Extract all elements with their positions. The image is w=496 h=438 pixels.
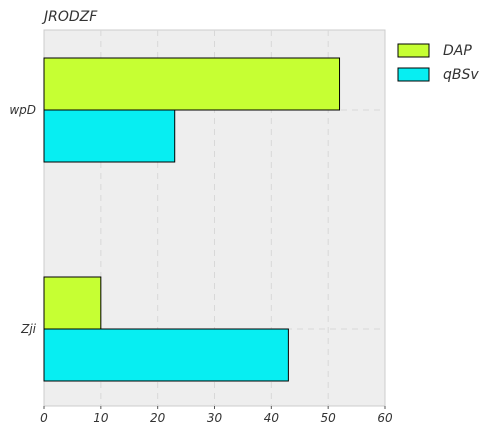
bar-qBSv-Zji xyxy=(43,328,289,382)
x-tick-label: 10 xyxy=(93,411,109,425)
x-tick-label: 20 xyxy=(150,411,166,425)
x-tick-label: 40 xyxy=(264,411,280,425)
legend: DAP qBSv xyxy=(397,43,479,83)
bar-DAP-Zji xyxy=(43,276,102,330)
x-tick-label: 50 xyxy=(321,411,337,425)
bar-qBSv-wpD xyxy=(43,109,176,163)
legend-swatch-qBSv xyxy=(397,67,430,82)
axes: 0 10 20 30 40 50 60 wpD Zji xyxy=(9,103,393,425)
legend-label-DAP: DAP xyxy=(443,43,472,59)
legend-swatch-DAP xyxy=(397,43,430,58)
bar-DAP-wpD xyxy=(43,57,341,111)
y-tick-label: Zji xyxy=(20,322,37,336)
bars xyxy=(43,57,341,382)
legend-label-qBSv: qBSv xyxy=(443,67,479,83)
x-tick-label: 0 xyxy=(40,411,48,425)
x-tick-label: 60 xyxy=(377,411,393,425)
y-tick-label: wpD xyxy=(9,103,36,117)
chart-title: JRODZF xyxy=(41,9,98,25)
x-tick-label: 30 xyxy=(207,411,223,425)
